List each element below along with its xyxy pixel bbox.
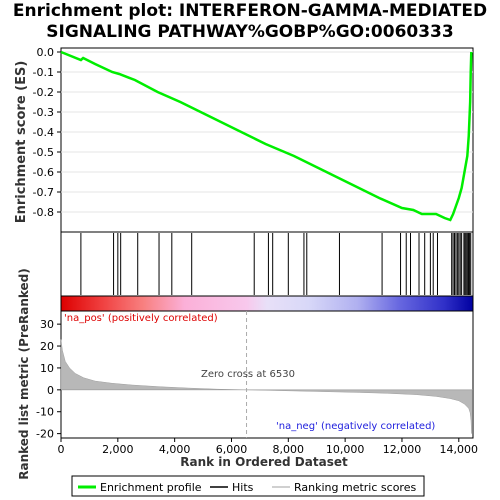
ranking-metric-area <box>60 339 472 434</box>
es-ytick-label: -0.1 <box>33 66 54 79</box>
es-ytick-label: -0.7 <box>33 186 54 199</box>
es-ytick-label: -0.3 <box>33 106 54 119</box>
na-neg-annotation: 'na_neg' (negatively correlated) <box>276 421 435 432</box>
legend-enrichment-label: Enrichment profile <box>100 481 202 494</box>
hits-panel-frame <box>60 231 474 297</box>
metric-xlabel: Rank in Ordered Dataset <box>180 455 348 469</box>
es-y-axis: 0.0 -0.1 -0.2 -0.3 -0.4 -0.5 -0.6 -0.7 -0.8 <box>33 46 61 219</box>
metric-ytick-label: 10 <box>40 362 54 375</box>
metric-xtick-label: 2,000 <box>102 443 134 456</box>
metric-xtick-label: 6,000 <box>216 443 248 456</box>
es-ytick-label: -0.4 <box>33 126 54 139</box>
metric-ytick-label: -20 <box>36 428 54 441</box>
legend-metric-label: Ranking metric scores <box>294 481 416 494</box>
metric-xtick-label: 14,000 <box>440 443 479 456</box>
es-ylabel: Enrichment score (ES) <box>14 61 29 224</box>
metric-xtick-label: 12,000 <box>383 443 422 456</box>
chart-title-line-1: Enrichment plot: INTERFERON-GAMMA-MEDIAT… <box>12 1 488 21</box>
metric-ylabel: Ranked list metric (PreRanked) <box>17 268 31 480</box>
legend-box <box>71 475 425 497</box>
metric-x-axis: 0 2,000 4,000 6,000 8,000 10,000 12,000 14,000 <box>58 438 479 456</box>
metric-ytick-label: 30 <box>40 318 54 331</box>
es-ytick-label: -0.5 <box>33 146 54 159</box>
legend-hits-label: Hits <box>232 481 254 494</box>
metric-panel-frame <box>60 310 474 439</box>
metric-ytick-label: 20 <box>40 340 54 353</box>
zero-cross-annotation: Zero cross at 6530 <box>201 369 295 380</box>
enrichment-profile-line <box>60 50 473 222</box>
rank-colorbar <box>60 295 474 312</box>
metric-xtick-label: 8,000 <box>273 443 305 456</box>
es-ytick-label: -0.6 <box>33 166 54 179</box>
metric-xtick-label: 0 <box>58 443 65 456</box>
na-pos-annotation: 'na_pos' (positively correlated) <box>64 313 218 324</box>
es-ytick-label: 0.0 <box>37 46 55 59</box>
hits-barcode <box>80 233 472 295</box>
es-ytick-label: -0.8 <box>33 206 54 219</box>
metric-ytick-label: 0 <box>47 384 54 397</box>
metric-y-axis: 30 20 10 0 -10 -20 <box>36 318 61 441</box>
metric-ytick-label: -10 <box>36 406 54 419</box>
es-grid <box>61 51 473 213</box>
es-ytick-label: -0.2 <box>33 86 54 99</box>
metric-xtick-label: 4,000 <box>159 443 191 456</box>
metric-xtick-label: 10,000 <box>326 443 365 456</box>
chart-title-line-2: SIGNALING PATHWAY%GOBP%GO:0060333 <box>46 22 454 42</box>
